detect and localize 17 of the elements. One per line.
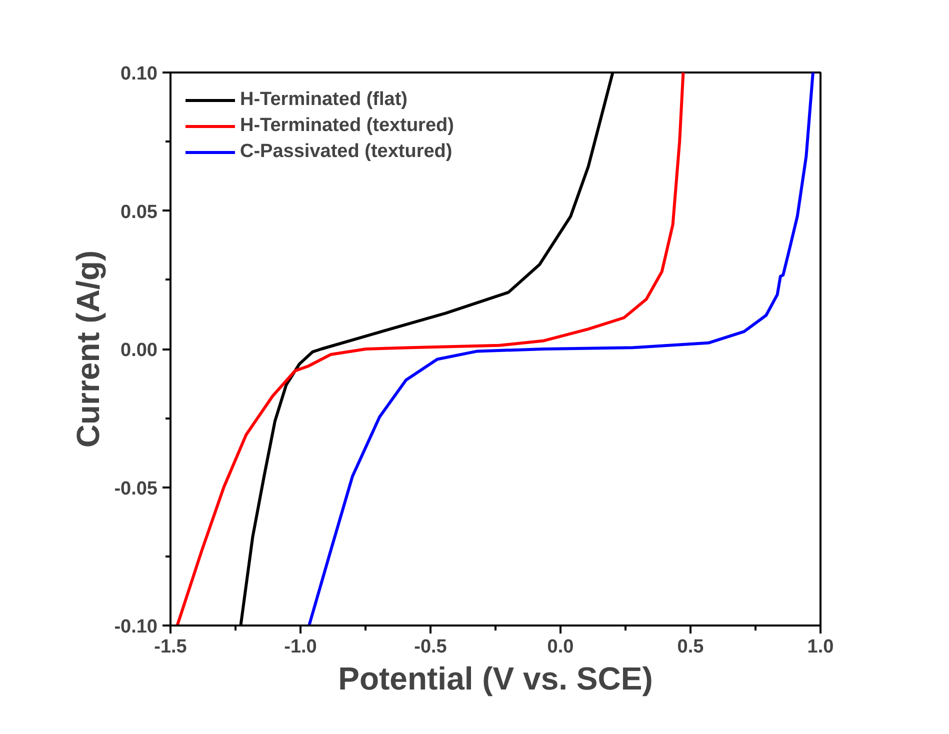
y-axis-title: Current (A/g): [70, 250, 106, 448]
legend-label: H-Terminated (textured): [240, 114, 454, 138]
x-tick-label: 0.5: [677, 636, 704, 658]
x-tick-label: 0.0: [547, 636, 574, 658]
legend-label: C-Passivated (textured): [240, 140, 452, 164]
y-tick-label: 0.00: [120, 340, 158, 361]
x-tick-label: 1.0: [807, 636, 834, 658]
x-tick-label: -0.5: [414, 636, 448, 658]
x-tick-label: -1.0: [284, 636, 317, 658]
y-tick-label: 0.10: [120, 64, 158, 84]
line-series: [176, 72, 685, 626]
x-tick-label: -1.5: [154, 636, 188, 658]
y-tick-label: -0.10: [114, 616, 158, 638]
legend-label: H-Terminated (flat): [240, 88, 408, 112]
x-axis-title: Potential (V vs. SCE): [338, 660, 653, 696]
y-tick-label: 0.05: [120, 202, 158, 223]
y-tick-label: -0.05: [114, 478, 158, 500]
